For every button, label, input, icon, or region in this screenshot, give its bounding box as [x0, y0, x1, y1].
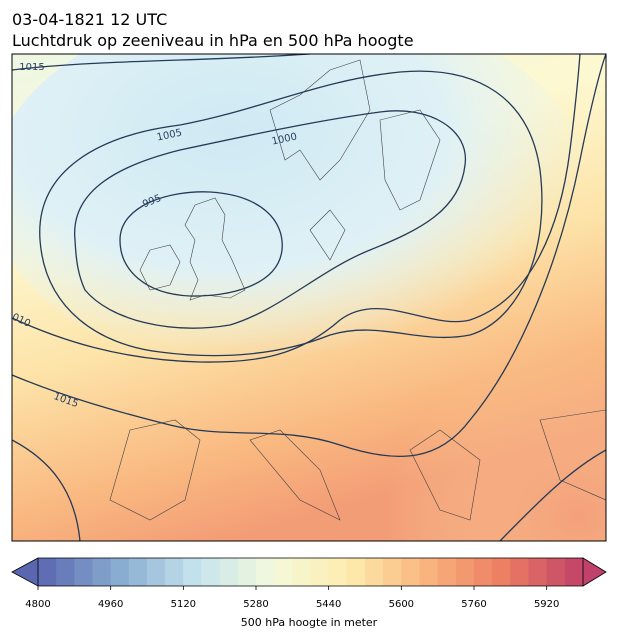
colorbar: 4800 4960 5120 5280 5440 5600 5760 5920	[11, 557, 607, 610]
colorbar-segment	[474, 558, 493, 586]
colorbar-segment	[110, 558, 130, 586]
colorbar-tick-label: 5600	[389, 599, 414, 610]
colorbar-segment	[455, 558, 475, 586]
colorbar-segment	[183, 558, 202, 586]
colorbar-segment	[383, 558, 402, 586]
contour	[12, 54, 311, 71]
colorbar-segment	[237, 558, 257, 586]
contour	[499, 449, 606, 541]
contour-label: 1000	[271, 132, 298, 148]
colorbar-segment	[564, 558, 584, 586]
colorbar-tick-label: 5120	[171, 599, 196, 610]
colorbar-segment	[401, 558, 420, 586]
colorbar-segment	[419, 558, 439, 586]
contour	[12, 54, 581, 363]
colorbar-segment	[328, 558, 348, 586]
colorbar-segment	[346, 558, 366, 586]
colorbar-tick-label: 5920	[534, 599, 559, 610]
colorbar-segment	[274, 558, 293, 586]
map-shade	[12, 54, 590, 380]
colorbar-tick-label: 5440	[316, 599, 341, 610]
map: 1015 1005 1000 995 010 1015	[12, 54, 606, 541]
colorbar-tick-label: 4960	[98, 599, 123, 610]
colorbar-tick-label: 5280	[243, 599, 268, 610]
colorbar-segment	[147, 558, 166, 586]
colorbar-segment	[38, 558, 57, 586]
colorbar-segment	[165, 558, 184, 586]
colorbar-segment	[56, 558, 75, 586]
colorbar-tick-label: 4800	[25, 599, 50, 610]
colorbar-extend	[582, 557, 607, 587]
colorbar-segment	[492, 558, 511, 586]
colorbar-extend	[11, 557, 39, 587]
colorbar-outline	[38, 557, 583, 587]
contour	[12, 54, 606, 458]
colorbar-segment	[365, 558, 384, 586]
colorbar-segment	[92, 558, 112, 586]
title: Luchtdruk op zeeniveau in hPa en 500 hPa…	[12, 31, 414, 50]
contour	[119, 191, 283, 297]
colorbar-segment	[74, 558, 93, 586]
colorbar-segment	[437, 558, 457, 586]
contour	[74, 110, 466, 329]
colorbar-segment	[292, 558, 311, 586]
colorbar-label: 500 hPa hoogte in meter	[241, 616, 378, 629]
colorbar-segment	[528, 558, 548, 586]
colorbar-tick-label: 5760	[461, 599, 486, 610]
map-frame	[11, 53, 607, 542]
colorbar-segment	[510, 558, 529, 586]
colorbar-segment	[256, 558, 275, 586]
contour-label: 1005	[156, 128, 183, 144]
colorbar-segment	[201, 558, 221, 586]
colorbar-segment	[546, 558, 566, 586]
colorbar-segment	[128, 558, 148, 586]
coastline	[109, 59, 606, 521]
contour	[12, 439, 81, 541]
colorbar-segment	[310, 558, 330, 586]
colorbar-segment	[219, 558, 239, 586]
contour	[39, 70, 543, 357]
date: 03-04-1821 12 UTC	[12, 10, 167, 29]
contour-label: 1015	[19, 62, 44, 73]
